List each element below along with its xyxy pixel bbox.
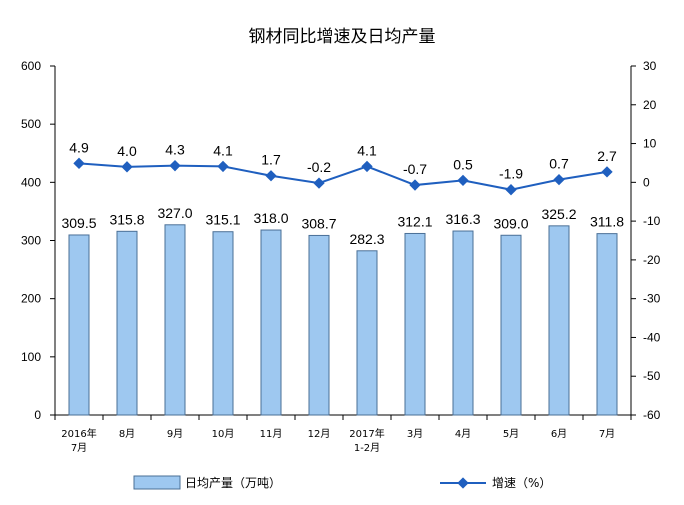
line-value-label: 4.1	[357, 142, 377, 158]
y-right-tick-label: 10	[643, 137, 657, 151]
y-right-tick-label: -40	[643, 330, 661, 344]
line-value-label: 4.9	[69, 139, 89, 155]
y-left-tick-label: 400	[21, 175, 41, 189]
bar-value-label: 282.3	[349, 231, 384, 247]
bar-value-label: 327.0	[157, 205, 192, 221]
x-tick-label: 5月	[503, 428, 519, 440]
line-marker	[265, 170, 277, 182]
bar-value-label: 309.5	[61, 215, 96, 231]
line-marker	[73, 157, 85, 169]
line-marker	[217, 160, 229, 173]
legend-bar-swatch	[133, 475, 181, 490]
y-right-tick-label: 0	[643, 175, 650, 189]
y-left-tick-label: 200	[21, 292, 41, 306]
legend: 日均产量（万吨） 增速（%）	[133, 475, 551, 490]
y-left-tick-label: 500	[21, 117, 41, 131]
bar	[356, 250, 378, 416]
line-value-label: 4.0	[117, 143, 137, 159]
line-marker	[169, 160, 181, 172]
bar-value-label: 316.3	[445, 211, 480, 227]
legend-line-label: 增速（%）	[492, 476, 551, 490]
y-left-tick-label: 600	[21, 59, 41, 73]
x-tick-label: 8月	[119, 428, 135, 440]
x-tick-label: 7月	[71, 442, 87, 454]
bar	[68, 234, 90, 416]
line-series	[73, 157, 613, 196]
bar	[116, 230, 138, 416]
line-marker	[457, 174, 469, 187]
x-tick-label: 6月	[551, 428, 567, 440]
y-left-tick-label: 300	[21, 234, 41, 248]
data-labels: 309.5 315.8 327.0 315.1 318.0 308.7 282.3 312.1…	[61, 139, 624, 246]
line-value-label: 0.7	[549, 156, 569, 172]
growth-line	[78, 162, 608, 191]
bar	[500, 234, 522, 416]
line-marker	[505, 184, 517, 196]
bar-value-label: 308.7	[301, 215, 336, 231]
bar-value-label: 315.8	[109, 211, 144, 227]
x-tick-label: 1-2月	[354, 442, 380, 454]
bar-value-label: 315.1	[205, 212, 240, 228]
line-marker	[121, 161, 133, 173]
line-value-label: -0.2	[307, 159, 331, 175]
chart-title: 钢材同比增速及日均产量	[249, 27, 436, 47]
x-tick-label: 4月	[455, 428, 471, 440]
x-tick-label: 11月	[260, 428, 283, 440]
y-right-tick-label: -20	[643, 253, 661, 267]
bar	[404, 232, 426, 416]
line-value-label: 1.7	[261, 152, 281, 168]
legend-line-marker	[457, 477, 469, 489]
y-right-tick-label: 30	[643, 59, 657, 73]
axes: 0 100 200 300 400 500 600 -60 -50 -40 -30 -20 -10 0 10…	[21, 59, 661, 454]
bar	[164, 224, 186, 416]
x-tick-label: 10月	[212, 428, 235, 440]
y-right-tick-label: -50	[643, 369, 661, 383]
line-value-label: 4.3	[165, 142, 185, 158]
line-value-label: 0.5	[453, 156, 473, 172]
x-tick-label: 12月	[308, 428, 331, 440]
bar-value-label: 318.0	[253, 210, 288, 226]
bar-value-label: 311.8	[590, 214, 624, 230]
line-marker	[553, 173, 565, 186]
bar-series	[68, 224, 618, 416]
y-right-tick-label: -10	[643, 214, 661, 228]
line-marker	[409, 179, 421, 191]
x-tick-label: 9月	[167, 428, 183, 440]
bar-value-label: 312.1	[397, 213, 432, 229]
bar	[212, 231, 234, 416]
line-marker	[313, 177, 325, 189]
y-left-tick-label: 0	[34, 408, 41, 422]
bar-value-label: 325.2	[541, 206, 576, 222]
legend-bar-label: 日均产量（万吨）	[185, 476, 281, 490]
bar	[596, 233, 618, 416]
y-right-tick-label: 20	[643, 98, 657, 112]
bar	[548, 225, 570, 416]
x-tick-label: 2016年	[61, 427, 96, 440]
x-tick-label: 2017年	[349, 427, 384, 440]
x-tick-label: 3月	[407, 428, 423, 440]
y-left-tick-label: 100	[21, 350, 41, 364]
line-value-label: 4.1	[213, 142, 233, 158]
line-value-label: -0.7	[403, 161, 427, 177]
bar	[260, 229, 282, 416]
line-marker	[601, 166, 613, 178]
y-right-tick-label: -30	[643, 292, 661, 306]
bar	[452, 230, 474, 416]
line-value-label: -1.9	[499, 166, 523, 182]
bar-value-label: 309.0	[493, 215, 528, 231]
y-right-tick-label: -60	[643, 408, 661, 422]
line-value-label: 2.7	[597, 148, 617, 164]
line-marker	[361, 160, 373, 173]
x-tick-label: 7月	[599, 428, 615, 440]
bar	[308, 234, 330, 416]
